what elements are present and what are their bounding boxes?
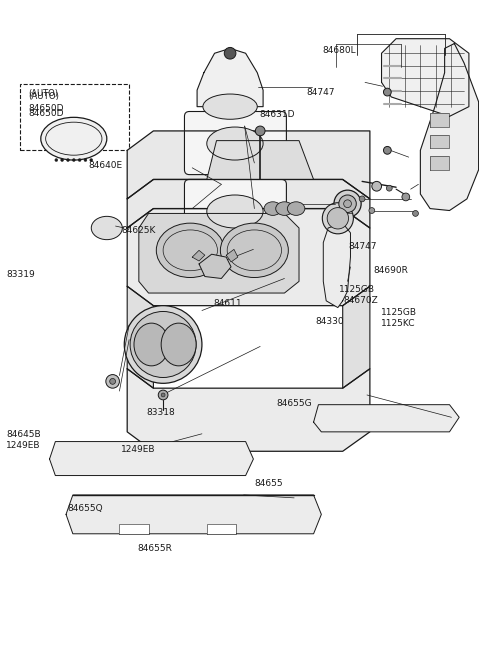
Text: 84690R: 84690R [374,266,408,275]
Polygon shape [382,39,469,117]
Circle shape [402,193,410,201]
Text: 84650D: 84650D [28,109,64,118]
Circle shape [344,200,351,208]
Circle shape [384,147,391,154]
Polygon shape [127,131,370,199]
Polygon shape [207,141,313,179]
Polygon shape [49,441,253,476]
Circle shape [339,195,356,212]
Ellipse shape [134,323,169,366]
Ellipse shape [264,202,282,215]
Circle shape [161,393,165,397]
Polygon shape [430,113,449,127]
Text: 1125GB: 1125GB [339,285,375,294]
Text: 84680L: 84680L [322,47,356,56]
Text: 84611: 84611 [214,299,242,309]
Polygon shape [343,286,370,388]
Polygon shape [127,208,370,306]
Text: 83319: 83319 [6,271,35,279]
Text: 84625K: 84625K [121,227,156,235]
Circle shape [84,159,87,162]
Ellipse shape [156,223,224,278]
Text: 1125GB: 1125GB [381,309,417,318]
Polygon shape [66,495,321,534]
Circle shape [72,159,75,162]
Polygon shape [120,524,148,534]
Circle shape [60,159,64,162]
Polygon shape [127,369,370,451]
Circle shape [369,208,375,214]
Polygon shape [192,250,205,261]
Text: 84650D: 84650D [28,103,63,113]
Polygon shape [127,179,370,228]
Ellipse shape [288,202,305,215]
Circle shape [327,208,348,229]
Circle shape [67,159,70,162]
Text: 1125KC: 1125KC [381,318,415,328]
Circle shape [55,159,58,162]
Polygon shape [430,135,449,149]
Circle shape [334,190,361,217]
Text: 84330: 84330 [315,316,344,326]
Polygon shape [324,223,350,308]
Polygon shape [127,286,154,388]
Circle shape [386,185,392,191]
Ellipse shape [276,202,293,215]
FancyBboxPatch shape [184,111,287,175]
Polygon shape [226,250,238,262]
Text: 84631D: 84631D [260,110,295,119]
Polygon shape [197,48,263,107]
Text: 83318: 83318 [147,407,176,417]
Text: 84670Z: 84670Z [344,295,378,305]
Circle shape [384,88,391,96]
Polygon shape [139,214,299,293]
Circle shape [90,159,93,162]
Ellipse shape [207,127,263,160]
Text: 84645B: 84645B [6,430,41,439]
Circle shape [158,390,168,400]
Polygon shape [430,156,449,170]
Ellipse shape [41,117,107,160]
Circle shape [413,210,419,216]
Text: 84747: 84747 [348,242,377,251]
Circle shape [124,306,202,383]
Ellipse shape [207,195,263,228]
Text: 84655: 84655 [254,479,283,488]
Circle shape [224,47,236,59]
Circle shape [106,375,120,388]
Circle shape [372,181,382,191]
Polygon shape [207,524,236,534]
Text: 84640E: 84640E [88,161,122,170]
Ellipse shape [220,223,288,278]
Circle shape [78,159,81,162]
Circle shape [322,203,353,234]
Polygon shape [313,405,459,432]
Ellipse shape [91,216,122,240]
Text: 84655R: 84655R [137,544,172,553]
Ellipse shape [161,323,196,366]
Ellipse shape [203,94,257,119]
Text: 84655Q: 84655Q [68,504,103,514]
Text: 84655G: 84655G [276,400,312,408]
Text: (AUTO): (AUTO) [28,92,59,102]
Text: 1249EB: 1249EB [121,445,156,454]
FancyBboxPatch shape [184,179,287,242]
Circle shape [130,312,196,377]
Text: 84747: 84747 [306,88,335,97]
Text: 1249EB: 1249EB [6,441,41,449]
FancyBboxPatch shape [21,84,129,151]
Polygon shape [420,43,479,210]
Circle shape [110,379,116,384]
Text: (AUTO): (AUTO) [28,89,58,98]
Circle shape [359,196,365,202]
Polygon shape [199,254,231,278]
Circle shape [255,126,265,136]
